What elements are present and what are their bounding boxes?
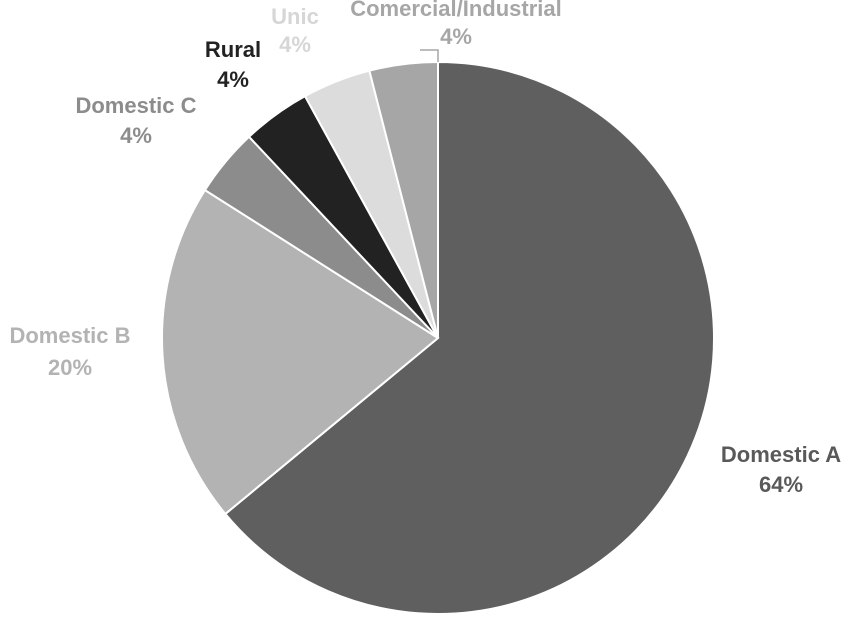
pie-slice-domestic-b: [161, 188, 440, 516]
slice-label: Comercial/Industrial: [350, 0, 562, 21]
slice-label: Unic: [271, 4, 319, 29]
slice-label: Rural: [205, 37, 261, 62]
leader-line: [420, 49, 439, 62]
pie-labels: Domestic A 64% Domestic B 20% Domestic C 4% Ru…: [9, 0, 841, 497]
pie-slices: [161, 60, 715, 615]
slice-value-label: 4%: [279, 32, 311, 57]
slice-value-label: 64%: [759, 472, 803, 497]
slice-value-label: 4%: [440, 24, 472, 49]
pie-slice-comercial-industrial: [368, 60, 439, 339]
slice-label: Domestic B: [9, 323, 130, 348]
slice-value-label: 20%: [48, 355, 92, 380]
slice-value-label: 4%: [120, 123, 152, 148]
slice-label: Domestic A: [721, 442, 841, 467]
pie-slice-domestic-a: [223, 60, 715, 615]
slice-value-label: 4%: [217, 67, 249, 92]
slice-label: Domestic C: [75, 93, 196, 118]
